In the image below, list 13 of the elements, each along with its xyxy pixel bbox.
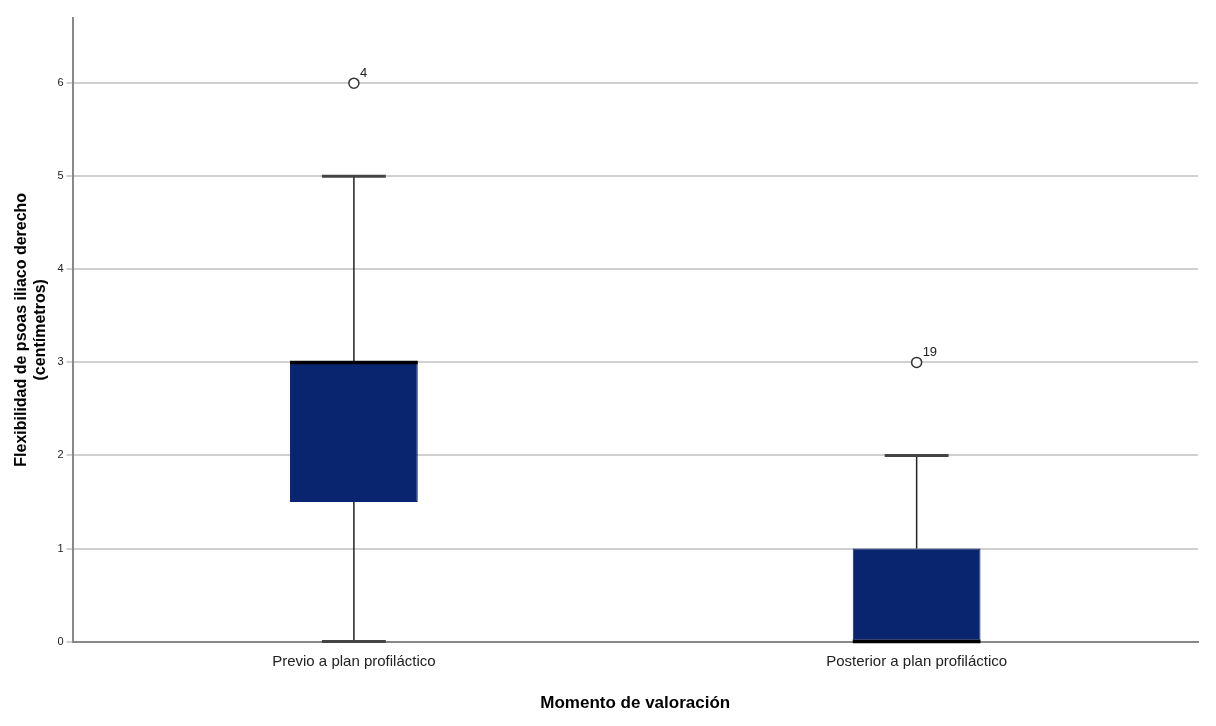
annotation: 4 [359, 65, 368, 81]
y-tick-label: 0 [57, 634, 64, 647]
x-tick-label: Posterior a plan profiláctico [826, 651, 1008, 669]
annotation: 19 [922, 344, 938, 360]
y-axis-title: Flexibilidad de psoas iliaco derecho (centímetros) [12, 192, 49, 467]
y-tick-label: 1 [57, 541, 64, 554]
y-tick-label: 4 [57, 262, 64, 275]
x-tick-label: Previo a plan profiláctico [272, 651, 436, 669]
y-tick-label: 3 [57, 355, 64, 368]
y-tick-label: 6 [57, 76, 64, 89]
y-tick-label: 5 [57, 169, 64, 182]
x-axis-title: Momento de valoración [540, 693, 731, 713]
y-tick-label: 2 [57, 448, 64, 461]
